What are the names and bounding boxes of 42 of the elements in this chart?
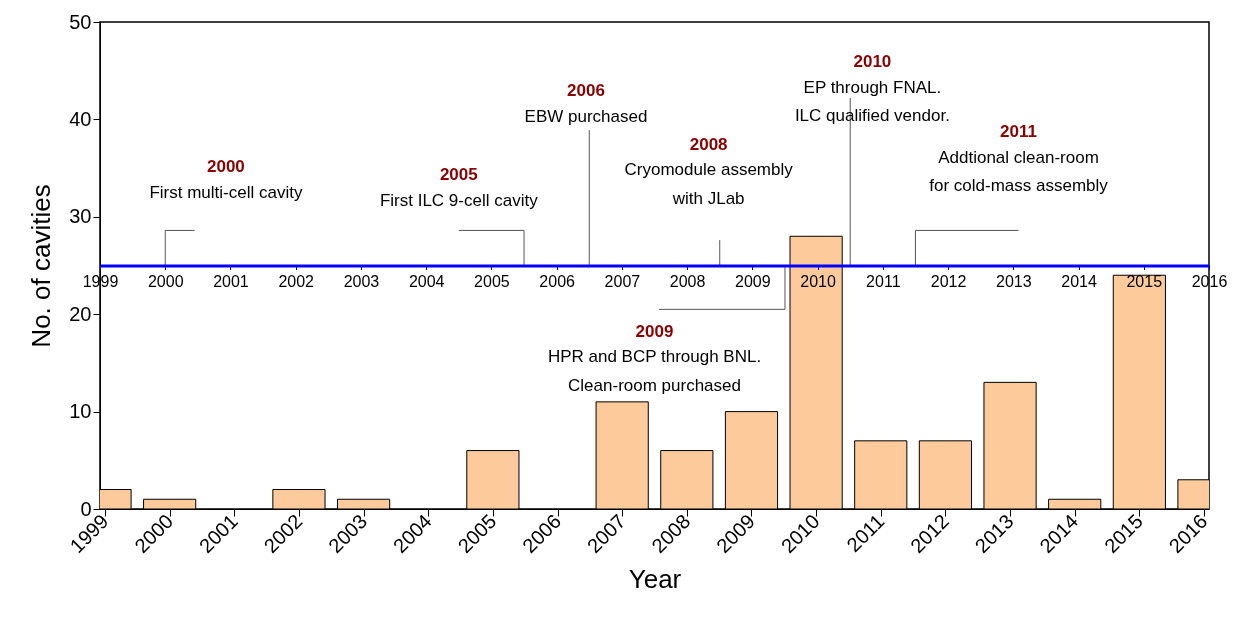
annotation: 2011 xyxy=(1000,121,1037,141)
x-tick-label: 2012 xyxy=(930,273,967,290)
y-tick-label: 10 xyxy=(69,400,92,423)
x-axis-title: Year xyxy=(628,564,682,595)
x-tick-label: 2003 xyxy=(343,273,380,290)
x-tick-label: 2009 xyxy=(735,273,771,290)
x-tick-label: 2004 xyxy=(408,273,445,290)
y-tick-label: 0 xyxy=(80,497,92,520)
annotation: with JLab xyxy=(671,189,745,209)
annotation: 2008 xyxy=(689,134,728,154)
x-tick-label: 2013 xyxy=(996,273,1032,290)
annotation: EP through FNAL. xyxy=(803,77,942,97)
y-tick-label: 30 xyxy=(69,205,92,228)
x-tick-label: 2011 xyxy=(866,273,901,290)
annotation: Cryomodule assembly xyxy=(624,160,794,180)
x-tick-label: 2007 xyxy=(604,273,641,290)
x-tick-label: 2002 xyxy=(278,273,315,290)
annotation: 2006 xyxy=(567,81,605,101)
annotation: First multi-cell cavity xyxy=(149,182,303,202)
annotation: for cold-mass assembly xyxy=(929,176,1109,196)
y-tick-label: 40 xyxy=(69,107,92,130)
x-tick-label: 2015 xyxy=(1126,273,1163,290)
x-tick-label: 2008 xyxy=(669,273,706,290)
y-tick-label: 20 xyxy=(69,302,92,325)
x-tick-label: 2001 xyxy=(213,273,249,290)
annotation: First ILC 9-cell cavity xyxy=(379,190,539,210)
annotation: Clean-room purchased xyxy=(568,376,741,396)
x-tick-label: 2010 xyxy=(800,273,836,290)
y-tick-label: 50 xyxy=(69,10,92,33)
annotation: HPR and BCP through BNL. xyxy=(547,347,762,367)
annotation: EBW purchased xyxy=(524,106,648,126)
x-tick-label: 2006 xyxy=(539,273,576,290)
x-tick-label: 2014 xyxy=(1061,273,1097,290)
annotation: 2010 xyxy=(853,51,892,71)
annotation: 2005 xyxy=(439,164,478,184)
annotation: Addtional clean-room xyxy=(938,147,1099,167)
x-tick-label: 2000 xyxy=(147,273,184,290)
annotation: 2009 xyxy=(635,321,674,341)
x-tick-label: 2005 xyxy=(474,273,510,290)
annotation: ILC qualified vendor. xyxy=(794,106,950,126)
annotation: 2000 xyxy=(206,157,245,176)
y-axis-title: No. of cavities xyxy=(26,184,57,348)
